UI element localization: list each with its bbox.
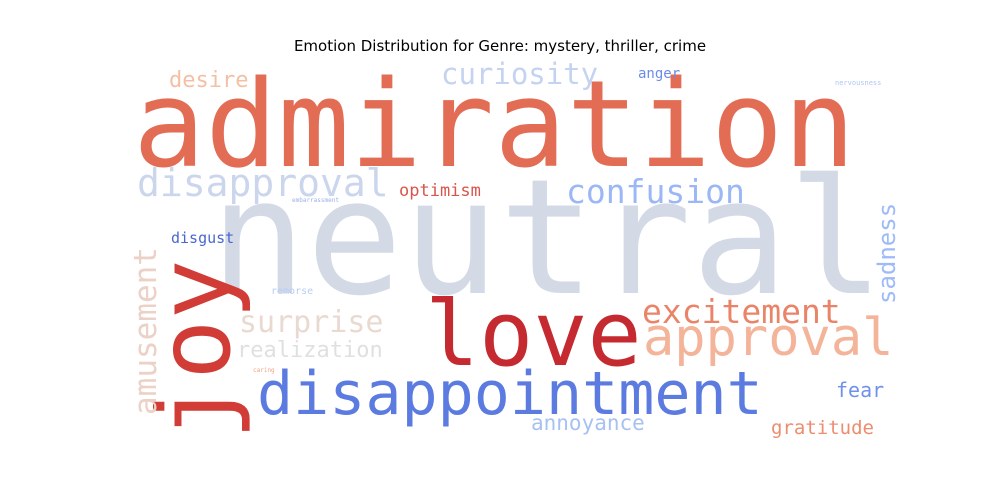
word-surprise: surprise [239, 305, 384, 340]
word-desire: desire [169, 68, 248, 93]
word-disgust: disgust [171, 229, 234, 247]
word-embarrassment: embarrassment [292, 197, 339, 204]
word-disapproval: disapproval [137, 161, 389, 205]
word-nervousness: nervousness [835, 79, 881, 87]
word-disappointment: disappointment [257, 359, 763, 429]
word-caring: caring [253, 367, 275, 374]
word-confusion: confusion [566, 172, 745, 211]
chart-title: Emotion Distribution for Genre: mystery,… [293, 37, 707, 55]
word-gratitude: gratitude [771, 417, 874, 439]
word-amusement: amusement [128, 247, 164, 415]
word-optimism: optimism [399, 181, 481, 201]
word-annoyance: annoyance [531, 411, 645, 435]
word-approval: approval [643, 308, 893, 368]
word-remorse: remorse [271, 286, 313, 297]
word-realization: realization [237, 338, 383, 363]
word-curiosity: curiosity [441, 57, 598, 91]
word-anger: anger [638, 66, 680, 82]
word-joy: joy [136, 259, 253, 440]
word-sadness: sadness [873, 203, 901, 304]
word-neutral: neutral [210, 144, 884, 331]
word-fear: fear [836, 378, 884, 402]
word-admiration: admiration [133, 56, 855, 195]
word-excitement: excitement [642, 292, 841, 331]
word-love: love [425, 282, 642, 387]
